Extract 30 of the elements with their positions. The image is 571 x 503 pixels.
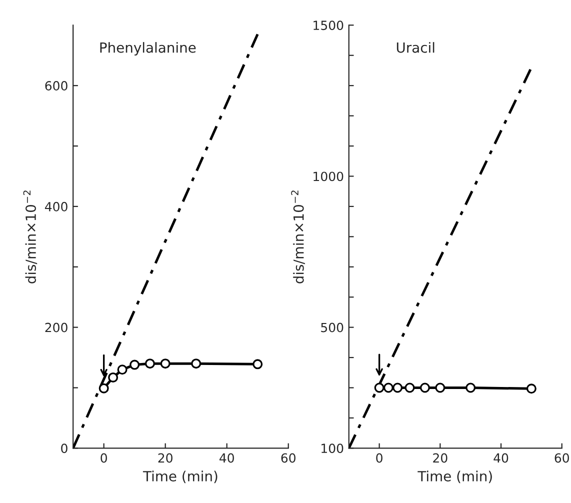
y-tick-label: 1000	[314, 172, 344, 182]
y-axis-title: dis/min×10$^{−2}$	[23, 190, 38, 284]
x-tick-label: 40	[220, 453, 234, 463]
text: Uracil	[396, 42, 434, 53]
y-tick-label: 500	[321, 322, 344, 332]
x-tick-label: 40	[494, 453, 508, 463]
x-tick-label: 0	[100, 453, 107, 463]
x-tick-label: 0	[376, 453, 382, 463]
x-axis-title: Time (min)	[142, 470, 218, 484]
point	[130, 360, 140, 370]
point	[144, 358, 155, 369]
point	[108, 372, 118, 382]
y-tick-label: 600	[45, 81, 68, 91]
point	[252, 359, 263, 370]
y-tick-label: 200	[45, 322, 68, 332]
y-tick-label: 400	[44, 202, 68, 212]
x-tick-label: 60	[281, 453, 296, 463]
point	[117, 364, 128, 375]
x-axis-title: Time (min)	[418, 470, 492, 484]
point	[98, 383, 109, 394]
text: Phenylalanine	[100, 42, 196, 56]
point	[160, 358, 170, 369]
x-tick-label: 20	[158, 453, 172, 463]
y-tick-label: 0	[61, 444, 68, 454]
y-axis-title: dis/min×10$^{−2}$	[291, 190, 305, 284]
y-tick-label: 100	[322, 444, 344, 454]
point	[191, 358, 202, 369]
x-tick-label: 60	[554, 453, 569, 463]
x-tick-label: 20	[433, 453, 448, 463]
y-tick-label: 1500	[314, 20, 344, 30]
